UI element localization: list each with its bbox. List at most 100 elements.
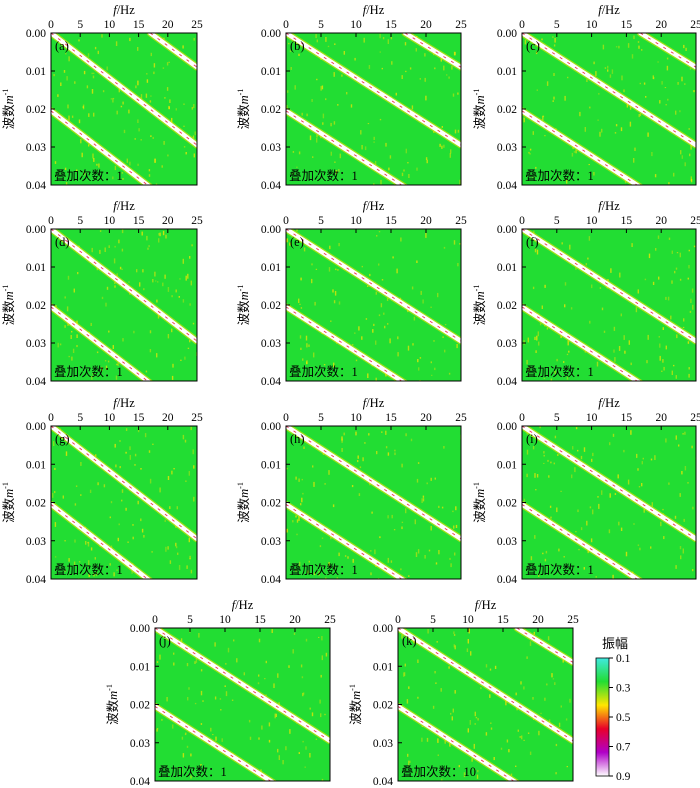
heatmap-background [522,426,696,579]
y-tick-label: 0.03 [497,338,517,350]
x-tick-label: 15 [254,614,266,626]
y-tick-label: 0.01 [497,459,517,471]
heatmap-background [155,628,330,781]
y-tick-label: 0.00 [26,421,46,433]
ridge-peak [286,229,461,342]
y-tick-label: 0.03 [497,142,517,154]
x-tick-label: 10 [104,215,116,227]
x-tick-label: 15 [385,215,397,227]
y-tick-label: 0.03 [26,142,46,154]
x-tick-label: 0 [48,215,54,227]
stack-count-label: 叠加次数：1 [54,168,123,183]
x-tick-label: 25 [455,215,467,227]
ridge-peak [522,33,696,146]
x-axis-label: f/Hz [232,598,254,612]
y-tick-label: 0.04 [497,180,517,192]
x-tick-label: 15 [621,215,633,227]
x-tick-label: 10 [104,412,116,424]
x-tick-label: 10 [586,19,598,31]
panel-letter: (k) [402,634,417,648]
x-tick-label: 20 [162,412,174,424]
heatmap-background [286,33,461,185]
heatmap-background [522,33,696,185]
colorbar-bar [595,657,610,777]
x-tick-label: 20 [420,19,432,31]
y-axis-label: 波数m-1 [472,89,487,130]
y-tick-label: 0.04 [26,180,46,192]
y-tick-label: 0.03 [261,536,281,548]
x-tick-label: 20 [420,412,432,424]
x-tick-label: 0 [283,412,289,424]
x-tick-label: 25 [455,412,467,424]
y-tick-label: 0.04 [497,574,517,586]
y-axis-label: 波数m-1 [1,89,16,130]
ridge-peak [522,229,696,342]
ridge-peak [51,306,149,381]
heatmap-background [51,426,197,579]
ridge-peak [51,504,149,579]
panel: 0 5 10 15 20 25 f/Hz 0.00 0.01 0.02 0.03 0.04 波数m-1 (… [236,199,467,388]
ridge-peak [286,426,461,540]
panel: 0 5 10 15 20 25 f/Hz 0.00 0.01 0.02 0.03 0.04 波数m-1 (… [472,199,700,388]
x-tick-label: 5 [187,614,193,626]
x-tick-label: 5 [318,412,324,424]
ridge [522,108,642,185]
x-tick-label: 20 [532,614,544,626]
y-tick-label: 0.03 [373,738,393,750]
y-axis-label: 波数m-1 [1,285,16,326]
y-tick-label: 0.02 [26,498,46,510]
ridge-peak [51,229,197,342]
colorbar-tick-label: 0.3 [616,683,631,695]
x-tick-label: 25 [690,19,700,31]
y-tick-label: 0.02 [497,498,517,510]
panel-letter: (a) [55,39,69,53]
colorbar-title: 振幅 [602,636,628,651]
y-tick-label: 0.00 [497,28,517,40]
ridge-peak [51,33,197,146]
y-tick-label: 0.01 [497,66,517,78]
x-tick-label: 15 [133,412,145,424]
x-tick-label: 10 [104,19,116,31]
panel: 0 5 10 15 20 25 f/Hz 0.00 0.01 0.02 0.03 0.04 波数m-1 (… [472,396,700,586]
y-tick-label: 0.01 [130,661,150,673]
y-tick-label: 0.02 [497,104,517,116]
ridge [398,704,518,781]
y-tick-label: 0.02 [373,700,393,712]
ridge-peak [640,33,696,68]
stack-count-label: 叠加次数：1 [158,764,227,779]
heatmap-background [398,628,573,781]
x-tick-label: 20 [162,215,174,227]
y-tick-label: 0.00 [261,421,281,433]
heatmap-background [286,426,461,579]
colorbar-tick-label: 0.1 [616,653,631,665]
x-axis-label: f/Hz [113,3,135,17]
x-tick-label: 25 [191,19,203,31]
x-tick-label: 20 [655,215,667,227]
y-axis-label: 波数m-1 [236,482,251,523]
panel-letter: (i) [526,432,538,446]
y-tick-label: 0.00 [261,224,281,236]
y-tick-label: 0.04 [130,776,150,788]
x-tick-label: 15 [621,19,633,31]
x-tick-label: 0 [48,412,54,424]
y-tick-label: 0.03 [26,536,46,548]
x-axis-label: f/Hz [113,199,135,213]
heatmap-background [51,229,197,381]
ridge [522,304,642,381]
x-tick-label: 10 [219,614,231,626]
panel: 0 5 10 15 20 25 f/Hz 0.00 0.01 0.02 0.03 0.04 波数m-1 (… [236,396,467,586]
panels: 0 5 10 15 20 25 f/Hz 0.00 0.01 0.02 0.03 0.04 波数m-1 (… [1,3,700,788]
y-tick-label: 0.03 [497,536,517,548]
x-tick-label: 0 [519,19,525,31]
x-axis-label: f/Hz [598,199,620,213]
y-tick-label: 0.04 [373,776,393,788]
panel-letter: (d) [55,235,70,249]
stack-count-label: 叠加次数：1 [289,562,358,577]
y-tick-label: 0.03 [261,338,281,350]
x-tick-label: 20 [289,614,301,626]
stack-count-label: 叠加次数：1 [54,562,123,577]
panel-letter: (b) [290,39,305,53]
x-tick-label: 15 [133,215,145,227]
x-tick-label: 15 [385,412,397,424]
